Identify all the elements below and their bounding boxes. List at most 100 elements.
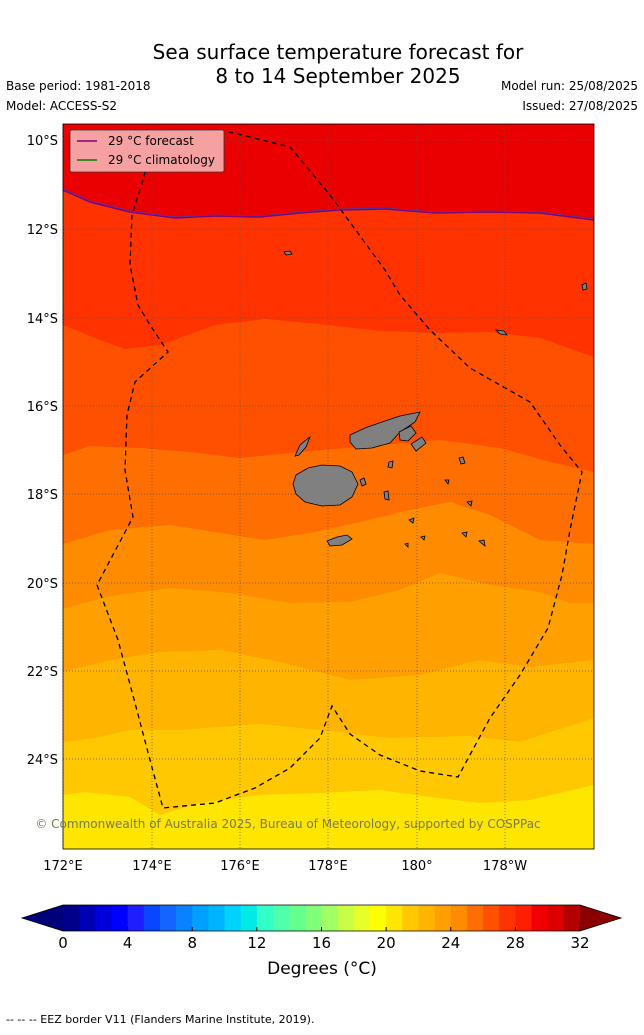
lat-label: 10°S bbox=[27, 134, 58, 149]
legend-box bbox=[69, 129, 225, 173]
island-small-4 bbox=[420, 535, 426, 541]
chart-title: Sea surface temperature forecast for 8 t… bbox=[0, 40, 644, 88]
colorbar-cell bbox=[450, 905, 468, 931]
latitude-labels: 10°S 12°S 14°S 16°S 18°S 20°S 22°S 24°S bbox=[27, 134, 58, 768]
colorbar-cell bbox=[353, 905, 371, 931]
yasawa-islands bbox=[294, 435, 311, 457]
colorbar-cell bbox=[386, 905, 403, 931]
lat-label: 14°S bbox=[27, 312, 58, 327]
colorbar-cell bbox=[208, 905, 226, 931]
colorbar-cell bbox=[273, 905, 290, 931]
colorbar-label: Degrees (°C) bbox=[267, 959, 377, 979]
colorbar-tick-label: 28 bbox=[506, 934, 525, 952]
legend-forecast-label: 29 °C forecast bbox=[108, 134, 194, 148]
vanua-levu-island bbox=[349, 411, 421, 450]
lat-label: 20°S bbox=[27, 577, 58, 592]
island-small-7 bbox=[478, 539, 486, 547]
colorbar-cell bbox=[337, 905, 355, 931]
viti-levu-island bbox=[292, 464, 359, 507]
colorbar-tick-label: 4 bbox=[123, 934, 133, 952]
colorbar-cell bbox=[79, 905, 96, 931]
legend-climatology-label: 29 °C climatology bbox=[108, 153, 215, 167]
colorbar-cell bbox=[256, 905, 274, 931]
colorbar-cell bbox=[563, 905, 581, 931]
lat-label: 18°S bbox=[27, 488, 58, 503]
colorbar-cell bbox=[418, 905, 436, 931]
island-small-1 bbox=[383, 490, 390, 501]
colorbar-cell bbox=[63, 905, 80, 931]
model-run: Model run: 25/08/2025 bbox=[500, 79, 638, 93]
lon-label: 180° bbox=[401, 859, 432, 874]
colorbar-cell bbox=[547, 905, 565, 931]
colorbar-cell bbox=[466, 905, 484, 931]
colorbar-cell bbox=[321, 905, 339, 931]
kadavu-island bbox=[326, 534, 353, 547]
colorbar-cells bbox=[63, 905, 581, 931]
colorbar-cell bbox=[176, 905, 193, 931]
colorbar-cell bbox=[531, 905, 549, 931]
colorbar-tick-label: 20 bbox=[377, 934, 396, 952]
colorbar-cell bbox=[143, 905, 161, 931]
colorbar-tick-label: 8 bbox=[187, 934, 197, 952]
island-small-5 bbox=[404, 542, 409, 548]
sst-map: 29 °C forecast 29 °C climatology 10°S 12… bbox=[27, 123, 595, 874]
colorbar-cell bbox=[483, 905, 500, 931]
colorbar-cell bbox=[305, 905, 322, 931]
model-name: Model: ACCESS-S2 bbox=[6, 99, 118, 113]
fiji-islands bbox=[283, 250, 588, 548]
title-line-2: 8 to 14 September 2025 bbox=[215, 64, 461, 88]
colorbar-tick-labels: 0 4 8 12 16 20 24 28 32 bbox=[58, 927, 590, 952]
colorbar-cell bbox=[95, 905, 112, 931]
lat-label: 24°S bbox=[27, 753, 58, 768]
eez-border bbox=[96, 131, 583, 809]
taveuni-island bbox=[398, 425, 417, 442]
lon-label: 178°W bbox=[483, 859, 527, 874]
map-legend: 29 °C forecast 29 °C climatology bbox=[69, 129, 225, 173]
island-small-10 bbox=[461, 531, 468, 538]
lon-label: 178°E bbox=[308, 859, 348, 874]
longitude-labels: 172°E 174°E 176°E 178°E 180° 178°W bbox=[43, 859, 527, 874]
island-small-2 bbox=[387, 460, 394, 469]
climatology-29c-line bbox=[63, 188, 594, 220]
colorbar-cell bbox=[159, 905, 177, 931]
island-small-3 bbox=[408, 517, 415, 524]
futuna-island bbox=[581, 282, 588, 291]
colorbar-tick-label: 24 bbox=[441, 934, 460, 952]
colorbar-cell bbox=[192, 905, 209, 931]
colorbar-cell bbox=[499, 905, 516, 931]
issued-date: Issued: 27/08/2025 bbox=[522, 99, 638, 113]
colorbar-cell bbox=[369, 905, 387, 931]
colorbar-tick-label: 16 bbox=[312, 934, 331, 952]
colorbar-cell bbox=[224, 905, 242, 931]
lat-label: 16°S bbox=[27, 400, 58, 415]
colorbar-tick-label: 0 bbox=[58, 934, 68, 952]
rotuma-island bbox=[283, 250, 293, 256]
colorbar-tick-label: 12 bbox=[247, 934, 266, 952]
island-lau-1 bbox=[410, 436, 427, 452]
colorbar-cell bbox=[515, 905, 533, 931]
colorbar-cell bbox=[127, 905, 145, 931]
copyright-notice: © Commonwealth of Australia 2025, Bureau… bbox=[35, 817, 540, 831]
island-small-9 bbox=[444, 479, 450, 485]
colorbar-cell bbox=[289, 905, 306, 931]
title-line-1: Sea surface temperature forecast for bbox=[152, 40, 524, 64]
colorbar-under-arrow bbox=[22, 905, 63, 931]
colorbar-cell bbox=[402, 905, 419, 931]
lon-label: 176°E bbox=[220, 859, 260, 874]
forecast-29c-line bbox=[63, 189, 594, 221]
colorbar-cell bbox=[434, 905, 452, 931]
colorbar: 0 4 8 12 16 20 24 28 32 bbox=[20, 904, 623, 952]
base-period: Base period: 1981-2018 bbox=[6, 79, 151, 93]
lon-label: 172°E bbox=[43, 859, 83, 874]
contour-29-lines bbox=[63, 188, 594, 221]
ovalau-island bbox=[359, 477, 367, 487]
lon-label: 174°E bbox=[132, 859, 172, 874]
map-frame bbox=[62, 123, 595, 850]
colorbar-tick-label: 32 bbox=[570, 934, 589, 952]
colorbar-cell bbox=[240, 905, 258, 931]
footer-note: -- -- -- EEZ border V11 (Flanders Marine… bbox=[6, 1013, 315, 1026]
island-small-8 bbox=[458, 456, 466, 465]
colorbar-over-arrow bbox=[580, 905, 621, 931]
colorbar-cell bbox=[111, 905, 129, 931]
lat-label: 22°S bbox=[27, 665, 58, 680]
